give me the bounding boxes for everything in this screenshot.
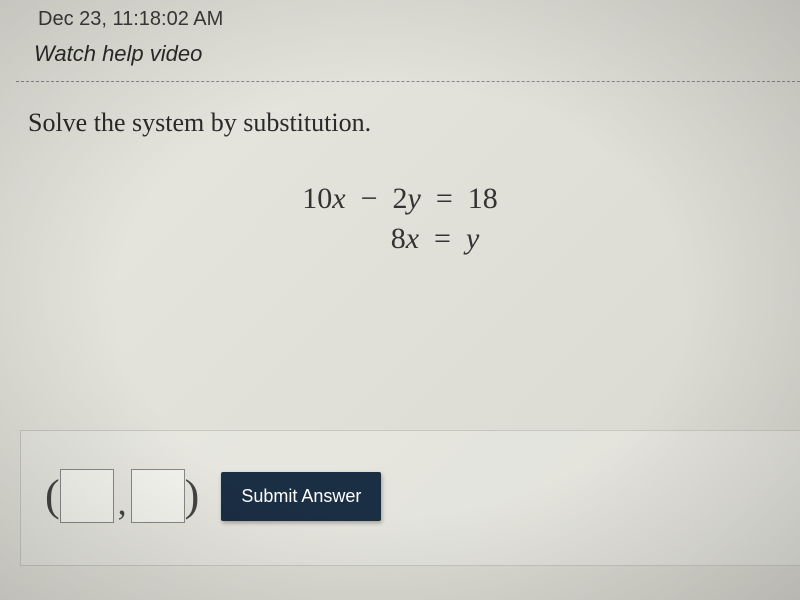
problem-prompt: Solve the system by substitution.: [0, 82, 800, 138]
page-root: Dec 23, 11:18:02 AM Watch help video Sol…: [0, 0, 800, 600]
eq1-op: −: [361, 182, 378, 215]
var-x: x: [332, 182, 345, 215]
eq1-rhs: 18: [468, 182, 498, 215]
var-x-2: x: [406, 222, 419, 255]
timestamp-text: Dec 23, 11:18:02 AM: [0, 0, 800, 35]
answer-panel: ( , ) Submit Answer: [20, 430, 800, 566]
help-video-link[interactable]: Watch help video: [0, 35, 202, 81]
submit-button[interactable]: Submit Answer: [221, 472, 381, 521]
equation-1: 10x − 2y = 18: [0, 182, 800, 216]
equation-block: 10x − 2y = 18 8x = y: [0, 182, 800, 256]
answer-y-input[interactable]: [131, 469, 185, 523]
var-y: y: [408, 182, 421, 215]
open-paren: (: [45, 474, 60, 518]
equation-2: 8x = y: [0, 222, 800, 256]
answer-comma: ,: [114, 481, 131, 523]
eq2-coef-x: 8: [391, 222, 406, 255]
close-paren: ): [185, 474, 200, 518]
eq1-coef-y: 2: [393, 182, 408, 215]
eq2-rhs-var: y: [466, 222, 479, 255]
eq1-coef-x: 10: [302, 182, 332, 215]
answer-x-input[interactable]: [60, 469, 114, 523]
